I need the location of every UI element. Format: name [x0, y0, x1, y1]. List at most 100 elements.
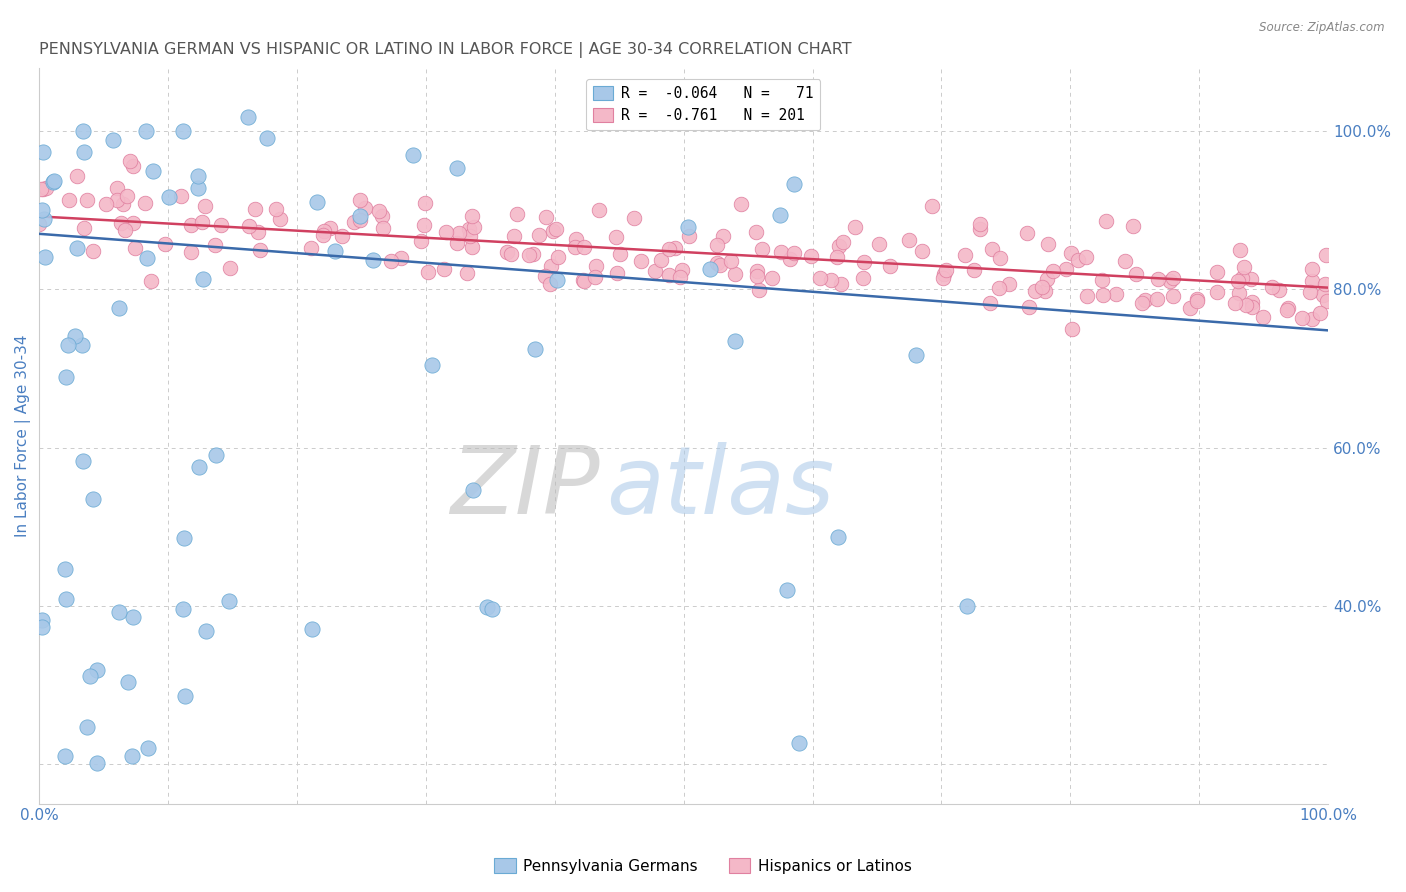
Point — [380, 253, 402, 268]
Point — [1301, 274, 1323, 288]
Point — [481, 602, 503, 616]
Point — [1091, 273, 1114, 287]
Point — [205, 448, 228, 462]
Point — [1227, 285, 1250, 300]
Point — [1036, 272, 1059, 286]
Point — [720, 254, 742, 268]
Point — [299, 242, 322, 256]
Point — [706, 238, 728, 252]
Point — [134, 196, 156, 211]
Point — [1066, 253, 1088, 268]
Point — [72, 124, 94, 138]
Point — [547, 250, 569, 264]
Point — [1260, 280, 1282, 294]
Point — [172, 602, 194, 616]
Point — [409, 234, 432, 248]
Point — [852, 270, 875, 285]
Point — [446, 235, 468, 250]
Point — [246, 225, 269, 239]
Point — [1315, 248, 1337, 262]
Point — [748, 283, 770, 297]
Point — [63, 329, 86, 343]
Point — [1036, 236, 1059, 251]
Point — [66, 241, 89, 255]
Point — [572, 274, 595, 288]
Point — [540, 259, 562, 273]
Point — [112, 197, 135, 211]
Point — [318, 221, 340, 235]
Point — [779, 252, 801, 266]
Point — [1312, 288, 1334, 302]
Point — [783, 246, 806, 260]
Point — [522, 247, 544, 261]
Point — [264, 202, 287, 217]
Point — [1018, 300, 1040, 314]
Point — [1301, 312, 1323, 326]
Point — [82, 244, 104, 258]
Point — [1146, 292, 1168, 306]
Point — [1159, 274, 1181, 288]
Point — [363, 253, 385, 268]
Point — [825, 250, 848, 264]
Point — [630, 254, 652, 268]
Point — [988, 280, 1011, 294]
Point — [86, 663, 108, 677]
Point — [349, 209, 371, 223]
Point — [820, 273, 842, 287]
Point — [981, 242, 1004, 256]
Point — [1185, 294, 1208, 309]
Point — [921, 199, 943, 213]
Point — [506, 207, 529, 221]
Point — [1316, 293, 1339, 308]
Point — [458, 222, 481, 236]
Point — [934, 267, 956, 281]
Point — [1122, 219, 1144, 233]
Point — [1033, 284, 1056, 298]
Point — [330, 229, 353, 244]
Point — [28, 217, 51, 231]
Point — [527, 228, 550, 243]
Point — [808, 271, 831, 285]
Point — [456, 266, 478, 280]
Point — [1146, 271, 1168, 285]
Point — [349, 213, 371, 227]
Point — [249, 244, 271, 258]
Point — [420, 358, 443, 372]
Point — [1105, 287, 1128, 301]
Point — [209, 218, 232, 232]
Point — [623, 211, 645, 225]
Point — [170, 188, 193, 202]
Point — [769, 244, 792, 259]
Point — [73, 145, 96, 160]
Point — [136, 741, 159, 756]
Point — [1095, 214, 1118, 228]
Point — [180, 218, 202, 232]
Point — [76, 193, 98, 207]
Point — [519, 248, 541, 262]
Point — [706, 255, 728, 269]
Point — [1031, 280, 1053, 294]
Point — [218, 593, 240, 607]
Text: Source: ZipAtlas.com: Source: ZipAtlas.com — [1260, 21, 1385, 34]
Point — [120, 153, 142, 168]
Point — [1024, 284, 1046, 298]
Point — [115, 189, 138, 203]
Point — [172, 124, 194, 138]
Point — [650, 253, 672, 268]
Point — [31, 202, 53, 217]
Point — [55, 591, 77, 606]
Point — [832, 235, 855, 250]
Point — [1315, 277, 1337, 292]
Point — [413, 195, 436, 210]
Point — [541, 224, 564, 238]
Point — [180, 244, 202, 259]
Point — [588, 202, 610, 217]
Point — [191, 271, 214, 285]
Point — [1161, 288, 1184, 302]
Point — [1230, 270, 1253, 285]
Point — [55, 748, 77, 763]
Point — [676, 219, 699, 234]
Point — [564, 240, 586, 254]
Point — [969, 218, 991, 232]
Point — [371, 209, 394, 223]
